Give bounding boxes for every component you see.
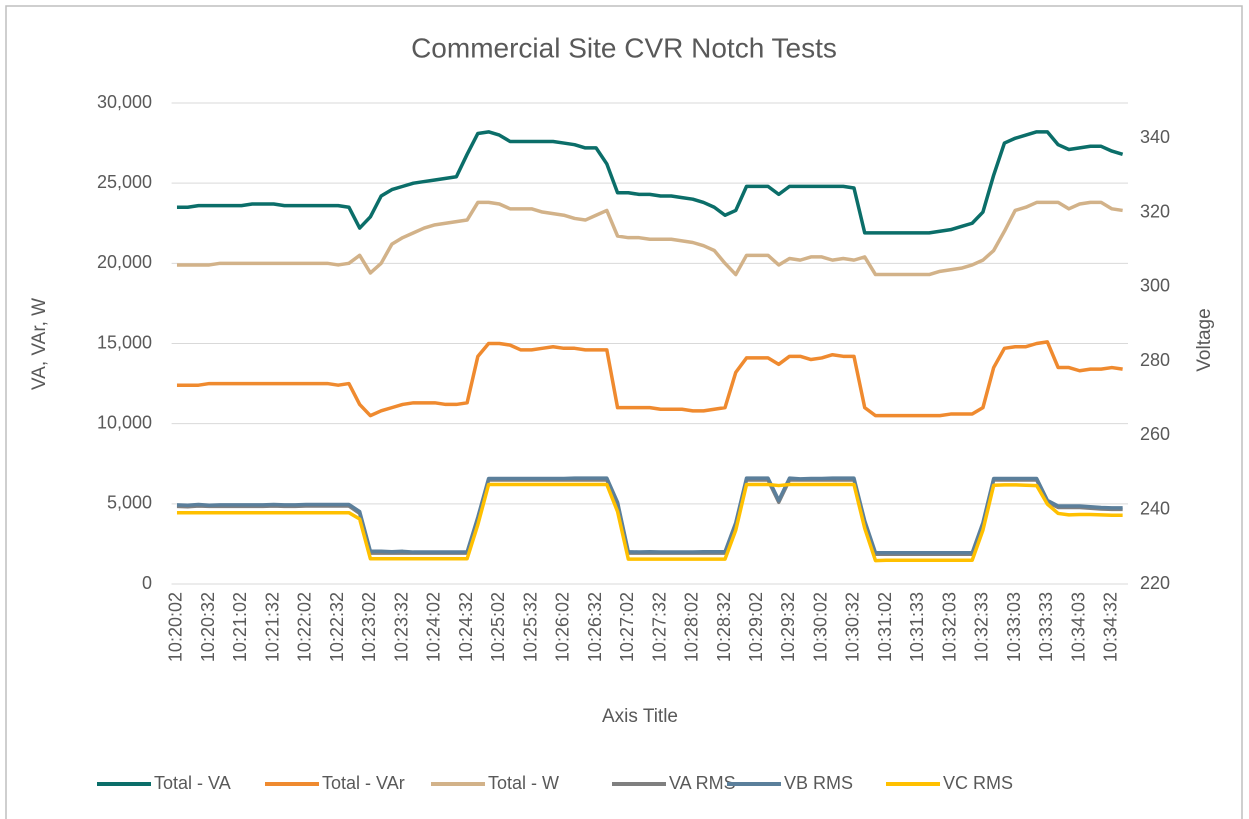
legend-label: Total - VA: [154, 773, 231, 793]
x-tick-label: 10:33:03: [1004, 592, 1024, 662]
x-tick-label: 10:26:02: [553, 592, 573, 662]
x-tick-label: 10:34:03: [1068, 592, 1088, 662]
y-tick-label: 10,000: [97, 412, 152, 432]
x-tick-label: 10:31:02: [875, 592, 895, 662]
y2-tick-label: 220: [1140, 573, 1170, 593]
y-tick-label: 0: [142, 573, 152, 593]
legend-label: Total - W: [488, 773, 559, 793]
x-tick-label: 10:34:32: [1101, 592, 1121, 662]
x-tick-label: 10:20:32: [198, 592, 218, 662]
y2-tick-label: 340: [1140, 127, 1170, 147]
x-tick-label: 10:20:02: [166, 592, 186, 662]
x-tick-label: 10:23:02: [359, 592, 379, 662]
legend-label: Total - VAr: [322, 773, 405, 793]
x-tick-label: 10:27:02: [617, 592, 637, 662]
x-tick-label: 10:32:03: [939, 592, 959, 662]
x-tick-label: 10:28:02: [682, 592, 702, 662]
x-tick-label: 10:27:32: [649, 592, 669, 662]
x-tick-label: 10:24:32: [456, 592, 476, 662]
chart-title: Commercial Site CVR Notch Tests: [411, 32, 837, 63]
x-tick-label: 10:25:32: [520, 592, 540, 662]
y2-tick-label: 300: [1140, 276, 1170, 296]
y2-tick-label: 280: [1140, 350, 1170, 370]
x-tick-label: 10:22:32: [327, 592, 347, 662]
x-tick-label: 10:29:02: [746, 592, 766, 662]
x-tick-label: 10:24:02: [424, 592, 444, 662]
x-tick-label: 10:28:32: [714, 592, 734, 662]
x-tick-label: 10:22:02: [295, 592, 315, 662]
y-tick-label: 25,000: [97, 172, 152, 192]
y-tick-label: 30,000: [97, 92, 152, 112]
y-tick-label: 20,000: [97, 252, 152, 272]
series-line: [176, 476, 1123, 555]
x-tick-label: 10:25:02: [488, 592, 508, 662]
y-axis-title: VA, VAr, W: [29, 298, 50, 390]
series-line: [176, 130, 1124, 235]
series-line: [176, 200, 1123, 277]
x-axis-title: Axis Title: [602, 706, 678, 727]
y2-tick-label: 260: [1140, 424, 1170, 444]
legend-label: VA RMS: [669, 773, 736, 793]
x-tick-label: 10:30:02: [810, 592, 830, 662]
x-tick-label: 10:31:33: [907, 592, 927, 662]
x-tick-label: 10:32:33: [972, 592, 992, 662]
x-tick-label: 10:30:32: [843, 592, 863, 662]
x-tick-label: 10:33:33: [1036, 592, 1056, 662]
y2-tick-label: 320: [1140, 201, 1170, 221]
x-tick-label: 10:29:32: [778, 592, 798, 662]
series-line: [176, 340, 1123, 418]
series-line: [176, 482, 1123, 563]
x-tick-label: 10:21:02: [230, 592, 250, 662]
y2-tick-label: 240: [1140, 498, 1170, 518]
x-tick-label: 10:21:32: [262, 592, 282, 662]
chart-border: [5, 5, 1243, 819]
legend-label: VB RMS: [784, 773, 853, 793]
y2-axis-title: Voltage: [1194, 308, 1215, 371]
x-tick-label: 10:26:32: [585, 592, 605, 662]
y-tick-label: 15,000: [97, 332, 152, 352]
x-tick-label: 10:23:32: [391, 592, 411, 662]
y-tick-label: 5,000: [107, 493, 152, 513]
legend-label: VC RMS: [943, 773, 1013, 793]
